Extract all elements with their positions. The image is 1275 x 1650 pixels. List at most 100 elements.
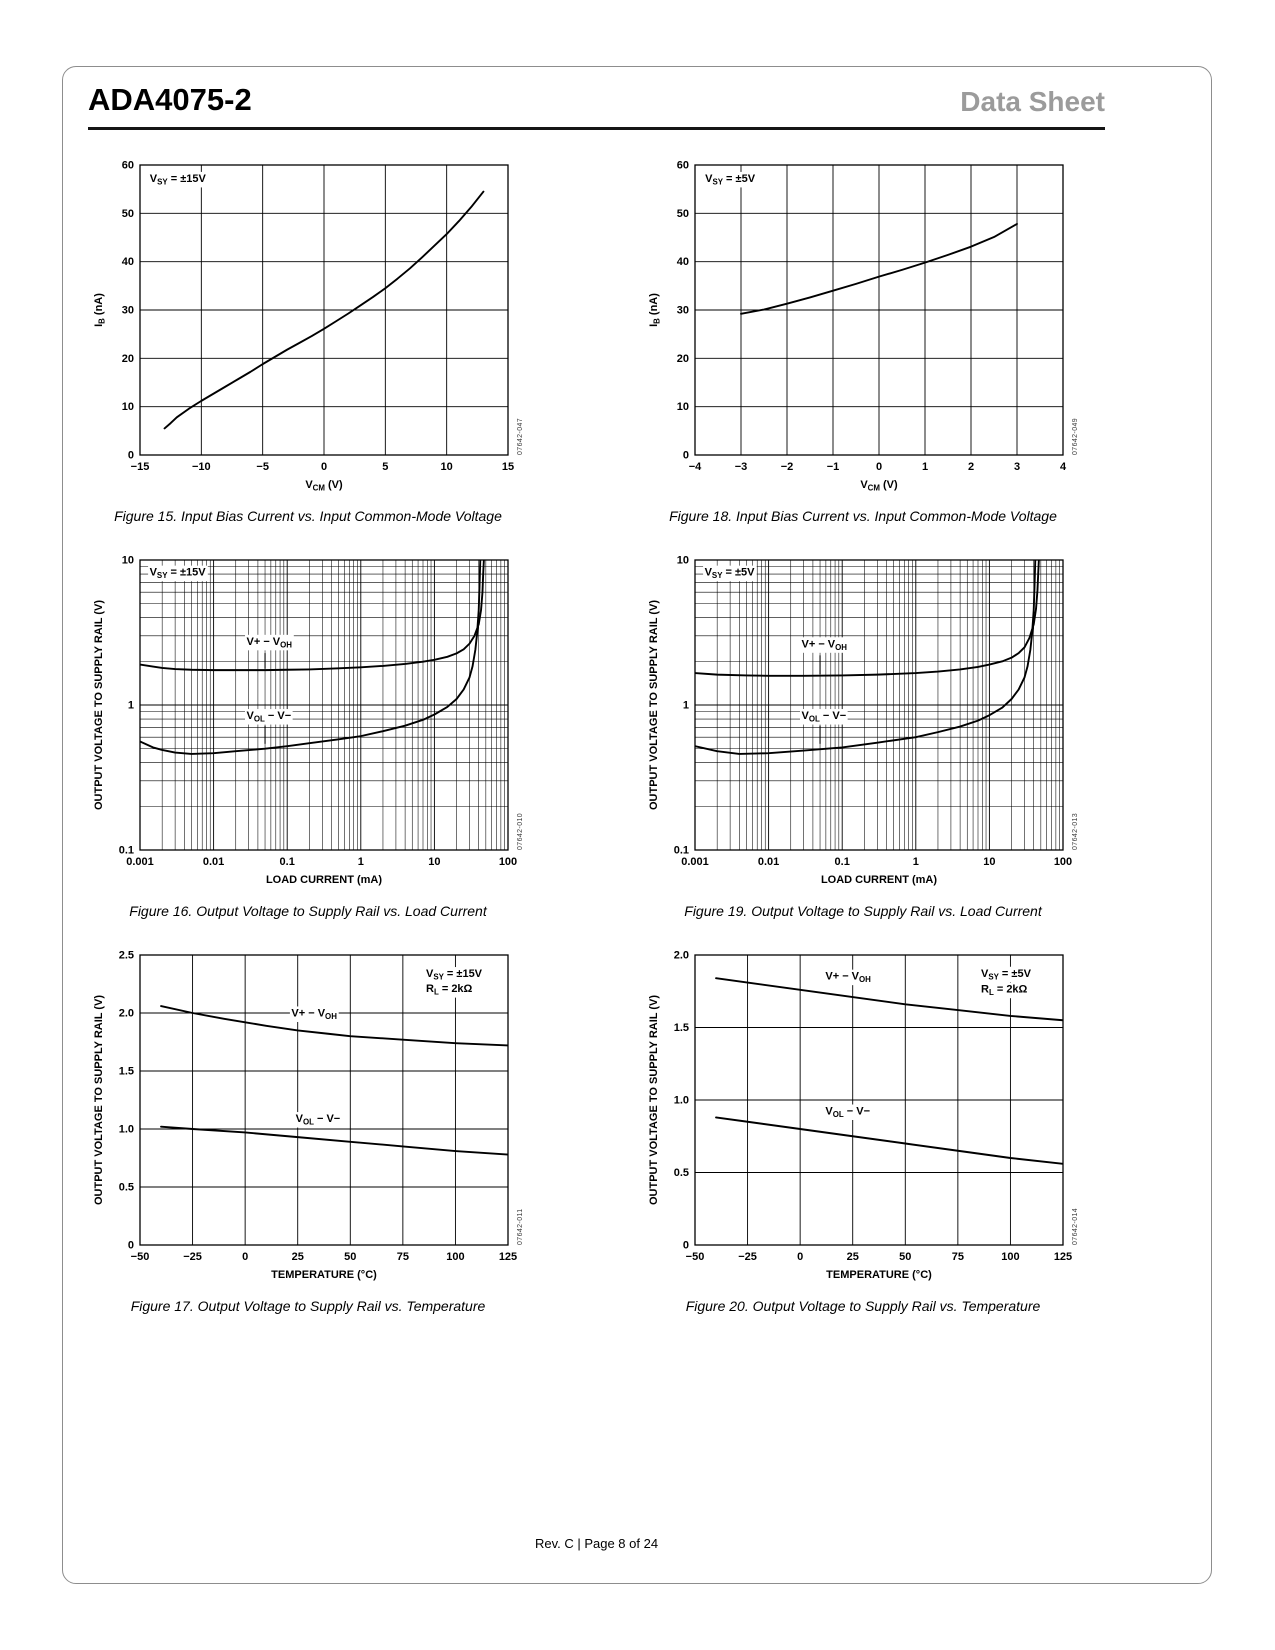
svg-text:07642-014: 07642-014 [1072,1208,1079,1245]
svg-text:VSY = ±15V: VSY = ±15V [150,567,207,581]
svg-text:3: 3 [1014,461,1020,473]
page-footer: Rev. C | Page 8 of 24 [534,1536,659,1551]
svg-text:1.5: 1.5 [119,1066,134,1078]
figure-15-chart: VSY = ±15V −15 −10 −5 0 5 10 15 0 10 20 30 40 50 60 VCM… [93,160,524,493]
svg-text:10: 10 [428,856,440,868]
svg-text:100: 100 [1001,1251,1019,1263]
svg-text:20: 20 [122,353,134,365]
svg-text:−50: −50 [131,1251,150,1263]
svg-text:50: 50 [344,1251,356,1263]
svg-text:VOL − V−: VOL − V− [247,710,292,724]
svg-text:VOL − V−: VOL − V− [825,1106,870,1120]
svg-text:100: 100 [446,1251,464,1263]
page-header: ADA4075-2 Data Sheet [88,82,1105,118]
svg-text:07642-010: 07642-010 [517,813,524,850]
figure-16: VSY = ±15V V+ − VOH VOL − V− 0.001 0.01 0.1 1 1… [88,548,528,920]
svg-text:4: 4 [1060,461,1067,473]
svg-text:10: 10 [677,555,689,567]
svg-text:1: 1 [913,856,919,868]
svg-text:25: 25 [292,1251,304,1263]
svg-text:−2: −2 [781,461,794,473]
svg-text:−25: −25 [183,1251,202,1263]
svg-text:75: 75 [952,1251,964,1263]
svg-text:1.0: 1.0 [119,1124,134,1136]
svg-text:07642-013: 07642-013 [1072,813,1079,850]
svg-text:VSY = ±15V: VSY = ±15V [150,173,207,187]
figure-20-caption: Figure 20. Output Voltage to Supply Rail… [685,1298,1041,1314]
svg-text:0.1: 0.1 [119,845,134,857]
svg-text:50: 50 [677,208,689,220]
svg-text:0.1: 0.1 [280,856,295,868]
svg-text:125: 125 [499,1251,517,1263]
svg-text:V+ − VOH: V+ − VOH [825,971,871,985]
svg-text:2.5: 2.5 [119,950,134,962]
part-number-title: ADA4075-2 [88,82,252,117]
svg-text:0.1: 0.1 [835,856,850,868]
svg-text:10: 10 [677,401,689,413]
svg-text:RL = 2kΩ: RL = 2kΩ [426,983,473,997]
figure-19-caption: Figure 19. Output Voltage to Supply Rail… [684,903,1042,919]
svg-text:IB (nA): IB (nA) [648,293,662,327]
svg-text:0: 0 [683,450,689,462]
svg-text:IB (nA): IB (nA) [93,293,107,327]
svg-text:0: 0 [128,1240,134,1252]
svg-text:0: 0 [797,1251,803,1263]
doc-type-label: Data Sheet [960,86,1105,117]
svg-text:VOL − V−: VOL − V− [802,710,847,724]
svg-text:−25: −25 [738,1251,757,1263]
svg-text:40: 40 [122,256,134,268]
svg-text:07642-011: 07642-011 [517,1208,524,1245]
svg-text:20: 20 [677,353,689,365]
svg-text:0: 0 [876,461,882,473]
svg-text:V+ − VOH: V+ − VOH [291,1007,337,1021]
svg-text:−50: −50 [686,1251,705,1263]
svg-text:0.001: 0.001 [126,856,154,868]
svg-text:30: 30 [677,305,689,317]
header-divider [88,127,1105,130]
svg-text:VCM (V): VCM (V) [860,479,898,493]
svg-text:1.0: 1.0 [674,1095,689,1107]
svg-text:2.0: 2.0 [119,1008,134,1020]
figure-17-caption: Figure 17. Output Voltage to Supply Rail… [130,1298,486,1314]
svg-text:0.01: 0.01 [758,856,779,868]
svg-text:50: 50 [899,1251,911,1263]
svg-text:OUTPUT VOLTAGE TO SUPPLY RAIL: OUTPUT VOLTAGE TO SUPPLY RAIL (V) [648,600,660,810]
figure-18-caption: Figure 18. Input Bias Current vs. Input … [669,508,1057,524]
svg-text:0: 0 [321,461,327,473]
figure-16-chart: VSY = ±15V V+ − VOH VOL − V− 0.001 0.01 0.1 1 1… [93,555,524,887]
svg-text:15: 15 [502,461,514,473]
svg-text:VOL − V−: VOL − V− [296,1113,341,1127]
svg-text:07642-049: 07642-049 [1072,418,1079,455]
svg-text:OUTPUT VOLTAGE TO SUPPLY RAIL: OUTPUT VOLTAGE TO SUPPLY RAIL (V) [93,995,105,1205]
svg-text:100: 100 [499,856,517,868]
svg-text:30: 30 [122,305,134,317]
svg-text:25: 25 [847,1251,859,1263]
svg-text:10: 10 [983,856,995,868]
figure-15-caption: Figure 15. Input Bias Current vs. Input … [114,508,502,524]
svg-text:TEMPERATURE (°C): TEMPERATURE (°C) [826,1269,932,1281]
svg-text:V+ − VOH: V+ − VOH [247,636,293,650]
svg-text:10: 10 [122,555,134,567]
svg-text:0: 0 [242,1251,248,1263]
svg-text:5: 5 [382,461,388,473]
svg-text:LOAD CURRENT (mA): LOAD CURRENT (mA) [821,874,937,886]
svg-text:RL = 2kΩ: RL = 2kΩ [981,984,1028,998]
svg-text:TEMPERATURE (°C): TEMPERATURE (°C) [271,1269,377,1281]
svg-text:VSY = ±5V: VSY = ±5V [705,567,756,581]
svg-text:10: 10 [122,401,134,413]
svg-text:V+ − VOH: V+ − VOH [802,638,848,652]
figure-20: VSY = ±5V RL = 2kΩ V+ − VOH VOL − V− −50 −25 0… [643,943,1083,1315]
svg-text:1.5: 1.5 [674,1022,689,1034]
svg-text:−10: −10 [192,461,211,473]
svg-text:VSY = ±5V: VSY = ±5V [981,968,1032,982]
svg-text:0.01: 0.01 [203,856,224,868]
svg-text:07642-047: 07642-047 [517,418,524,455]
svg-text:0.5: 0.5 [674,1167,689,1179]
svg-text:1: 1 [922,461,928,473]
svg-text:VCM (V): VCM (V) [305,479,343,493]
figure-19: VSY = ±5V V+ − VOH VOL − V− 0.001 0.01 0.1 1 10… [643,548,1083,920]
